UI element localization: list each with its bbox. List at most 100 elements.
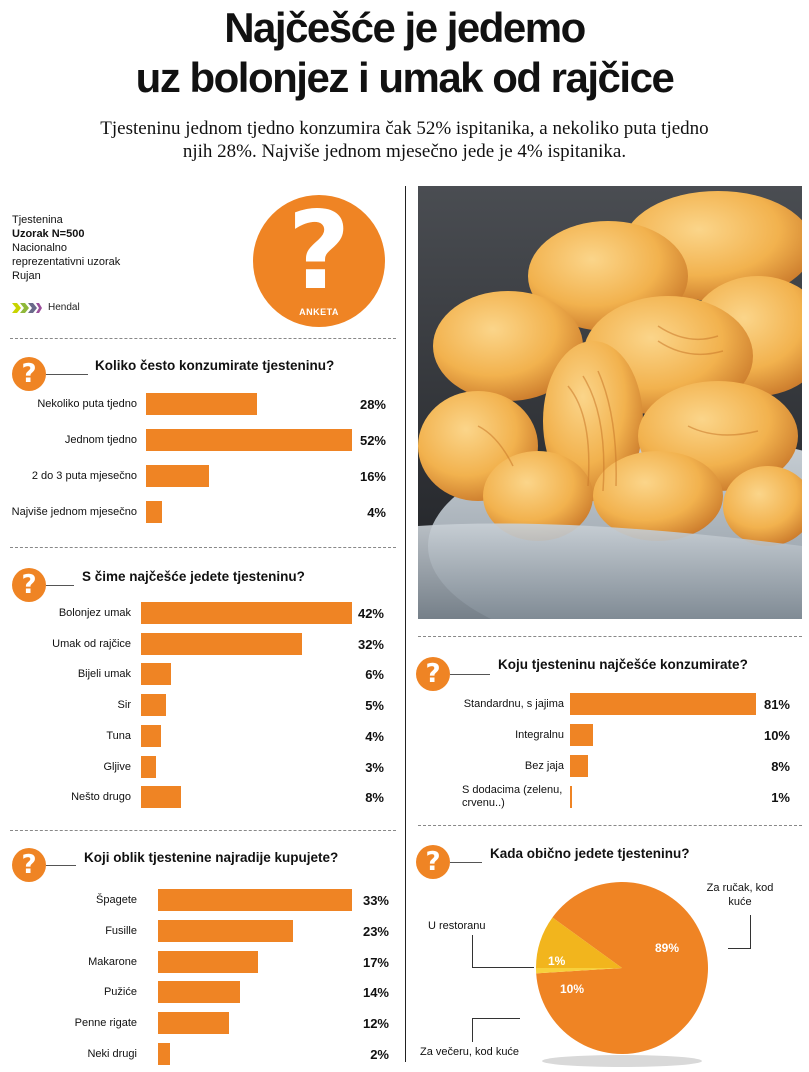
meta-topic: Tjestenina [12, 214, 63, 226]
pasta-photo [418, 186, 802, 619]
value-label: 5% [365, 698, 384, 714]
leader-line [472, 967, 534, 968]
bar [146, 465, 210, 487]
hendal-logo-icon [12, 303, 42, 313]
page-title-line-1: Najčešće je jedemo [224, 4, 586, 51]
question-connector [450, 674, 490, 675]
bar-label: Nešto drugo [71, 791, 131, 804]
value-label: 33% [362, 893, 389, 908]
section-divider [10, 547, 396, 548]
section-divider [10, 830, 396, 831]
value-label: 23% [362, 923, 389, 939]
pie-slice [536, 882, 708, 1054]
value-label: 17% [362, 954, 389, 970]
leader-line [472, 935, 473, 967]
value-label: 10% [763, 728, 790, 743]
section-divider [418, 825, 802, 826]
bar [141, 786, 182, 809]
question-icon: ? [416, 845, 450, 879]
bar [158, 950, 258, 973]
bar-label: 2 do 3 puta mjesečno [31, 470, 137, 482]
value-label: 2% [370, 1047, 389, 1062]
hendal-logo-text: Hendal [48, 302, 80, 313]
anketa-badge: ? ANKETA [253, 195, 385, 327]
value-label: 4% [365, 728, 384, 744]
bar-label: Gljive [103, 760, 131, 773]
bar [158, 981, 241, 1004]
leader-line [472, 1018, 473, 1042]
bar [570, 755, 589, 777]
bar-label: Jednom tjedno [64, 434, 137, 446]
value-label: 8% [365, 790, 384, 806]
bar [141, 632, 302, 655]
question-connector [46, 374, 88, 375]
value-label: 52% [359, 433, 386, 448]
leader-line [472, 1018, 520, 1019]
bar-label: Nekoliko puta tjedno [37, 398, 137, 410]
section-divider [10, 338, 396, 339]
bar-label: Penne rigate [74, 1017, 137, 1030]
pie-slice [536, 917, 622, 968]
bar [141, 602, 352, 624]
bar-label: Umak od rajčice [52, 637, 131, 650]
bar [570, 724, 593, 746]
question-icon: ? [12, 848, 46, 882]
chart-3-title: Koji oblik tjestenine najradije kupujete… [84, 850, 339, 865]
bar [146, 501, 162, 523]
question-mark-icon: ? [287, 189, 351, 314]
bar [158, 1043, 170, 1065]
value-label: 4% [367, 505, 386, 520]
bar [146, 429, 352, 451]
bar-label: Neki drugi [87, 1048, 137, 1060]
pasta-bowl-illustration [418, 186, 802, 619]
pie-category-label: Za večeru, kod kuće [420, 1046, 520, 1058]
question-icon: ? [416, 657, 450, 691]
question-icon: ? [12, 357, 46, 391]
bar [570, 786, 573, 808]
section-divider [418, 636, 802, 637]
bar-label: Špagete [96, 894, 137, 906]
pie-value-label: 10% [560, 982, 584, 996]
meta-sample: Uzorak N=500 [12, 228, 85, 240]
leader-line [728, 948, 751, 949]
bar-label: Pužiće [103, 986, 137, 999]
bar-label: Fusille [105, 924, 137, 937]
value-label: 3% [365, 759, 384, 775]
value-label: 16% [359, 469, 386, 484]
survey-meta: Tjestenina Uzorak N=500 Nacionalno repre… [12, 213, 120, 283]
chart-2-title: S čime najčešće jedete tjesteninu? [82, 569, 305, 584]
question-connector [46, 585, 74, 586]
bar [158, 889, 352, 911]
chart-4-title: Koju tjesteninu najčešće konzumirate? [498, 657, 748, 672]
value-label: 32% [357, 636, 384, 652]
value-label: 14% [362, 985, 389, 1001]
subtitle-line-2: njih 28%. Najviše jednom mjesečno jede j… [182, 141, 627, 162]
bar-label: Sir [117, 699, 131, 712]
pie-value-label: 89% [655, 941, 679, 955]
bar-label: Makarone [88, 955, 137, 968]
value-label: 8% [771, 759, 790, 774]
bar [158, 919, 294, 942]
chart-5-title: Kada obično jedete tjesteninu? [490, 846, 690, 861]
value-label: 6% [365, 667, 384, 683]
meta-type-2: reprezentativni uzorak [12, 256, 121, 268]
bar-label: Najviše jednom mjesečno [11, 506, 137, 518]
bar [141, 694, 167, 717]
pie-category-label: Za ručak, kod kuće [706, 882, 774, 908]
bar-label: Standardnu, s jajima [463, 698, 564, 710]
value-label: 42% [357, 606, 384, 621]
value-label: 28% [359, 397, 386, 412]
bar-label: Bez jaja [524, 760, 564, 772]
leader-line [750, 915, 751, 949]
question-connector [46, 865, 76, 866]
bar [141, 663, 172, 686]
page-title-line-2: uz bolonjez i umak od rajčice [135, 54, 675, 101]
column-divider [405, 186, 406, 1062]
bar [570, 693, 756, 715]
bar [141, 724, 162, 747]
bar [158, 1012, 229, 1035]
question-icon: ? [12, 568, 46, 602]
bar-label: S dodacima (zelenu, crvenu..) [462, 784, 563, 809]
bar-label: Tuna [106, 729, 131, 742]
meta-month: Rujan [12, 270, 41, 282]
